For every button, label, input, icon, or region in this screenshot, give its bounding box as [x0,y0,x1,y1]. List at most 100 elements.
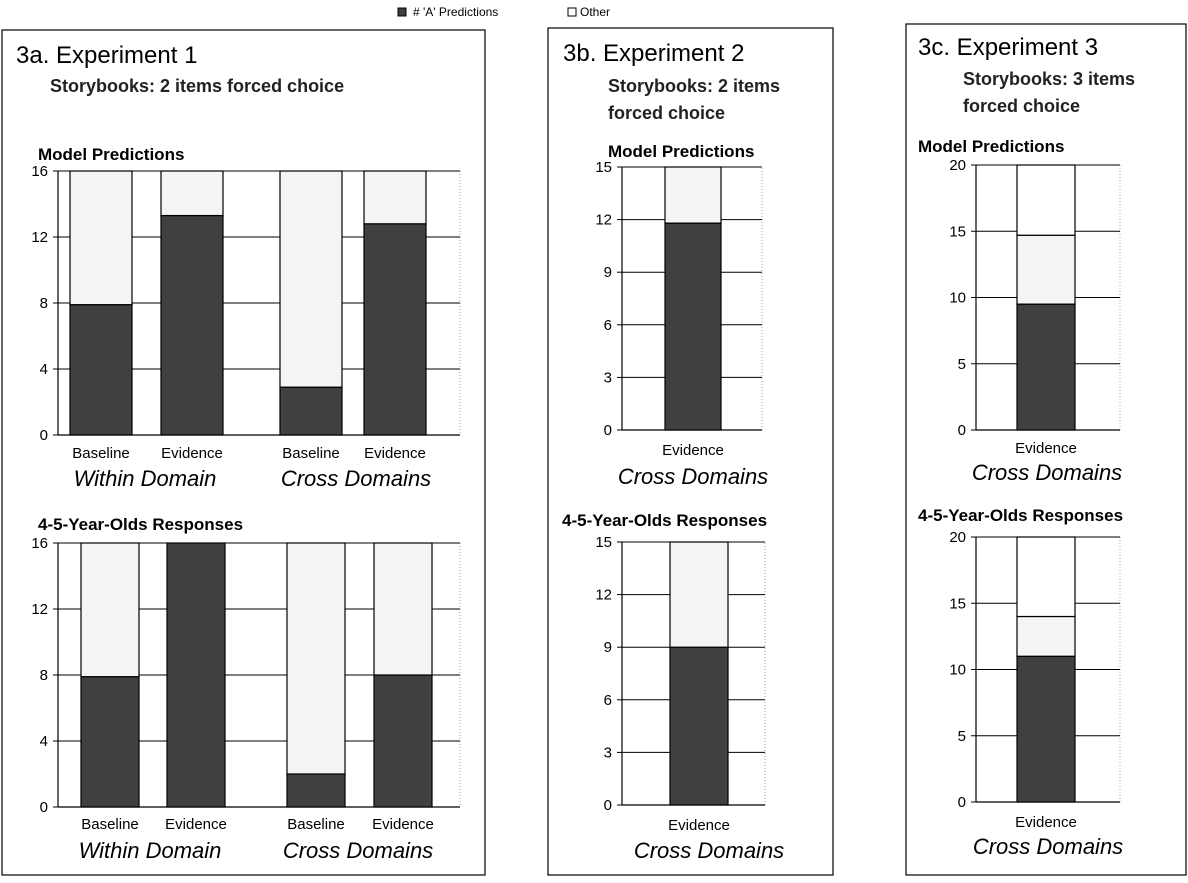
y-tick-label: 9 [604,264,612,281]
chart-title: 4-5-Year-Olds Responses [562,511,767,530]
chart-3: Model Predictions 0 3 6 9 12 15 Evidence Cross D… [595,142,768,489]
bar-segment-a-predictions [373,674,433,808]
y-tick-label: 10 [949,662,966,679]
bar-segment-other [279,170,343,388]
x-group-label: Within Domain [79,838,222,863]
y-tick-label: 15 [595,534,612,551]
panel-subtitle-3b-line2: forced choice [608,103,725,123]
legend-label-a-predictions: # 'A' Predictions [413,5,498,19]
bar-segment-a-predictions [1016,303,1076,431]
y-tick-label: 0 [604,797,612,814]
y-tick-label: 0 [958,422,966,439]
x-category-label: Baseline [287,816,345,833]
x-category-label: Evidence [372,816,434,833]
bar-segment-other [160,170,224,217]
x-group-label: Cross Domains [281,466,431,491]
y-tick-label: 20 [949,529,966,546]
x-category-label: Evidence [161,445,223,462]
y-tick-label: 16 [31,535,48,552]
y-tick-label: 12 [31,229,48,246]
y-tick-label: 12 [595,212,612,229]
bar-segment-remainder [1016,536,1076,618]
bar-segment-a-predictions [1016,655,1076,803]
bar-segment-a-predictions [286,773,346,808]
y-tick-label: 3 [604,369,612,386]
y-tick-label: 9 [604,639,612,656]
y-tick-label: 8 [40,295,48,312]
legend-label-other: Other [580,5,610,19]
y-tick-label: 15 [595,159,612,176]
y-tick-label: 12 [31,601,48,618]
x-group-label: Cross Domains [972,460,1122,485]
y-tick-label: 15 [949,223,966,240]
y-tick-label: 0 [40,799,48,816]
bar-segment-other [363,170,427,225]
panel-subtitle-3a-line1: Storybooks: 2 items forced choice [50,76,344,96]
y-tick-label: 6 [604,317,612,334]
y-tick-label: 3 [604,744,612,761]
x-category-label: Evidence [364,445,426,462]
bar-segment-a-predictions [166,542,226,808]
y-tick-label: 20 [949,157,966,174]
charts-layer: Model Predictions 0 4 8 12 16 Baseline Evidence… [31,137,1123,863]
panel-frame-3a [1,29,486,876]
bar-segment-other [286,542,346,775]
y-tick-label: 5 [958,356,966,373]
chart-title: 4-5-Year-Olds Responses [38,515,243,534]
bar-segment-other [664,166,722,224]
panel-frame-3c [905,23,1187,876]
legend: # 'A' Predictions Other [397,5,610,19]
bar-segment-other [1016,234,1076,305]
bar-segment-a-predictions [669,646,729,806]
x-category-label: Evidence [165,816,227,833]
x-category-label: Evidence [1015,440,1077,457]
y-tick-label: 4 [40,361,48,378]
chart-1: Model Predictions 0 4 8 12 16 Baseline Evidence… [31,145,461,491]
x-category-label: Baseline [282,445,340,462]
chart-2: 4-5-Year-Olds Responses 0 4 8 12 16 Baseline Ev… [31,515,461,863]
chart-4: 4-5-Year-Olds Responses 0 3 6 9 12 15 Evidence C… [562,511,784,863]
y-tick-label: 10 [949,290,966,307]
panel-heading-3b: 3b. Experiment 2 [563,40,744,67]
chart-5: Model Predictions 0 5 10 15 20 Evidence Cross D… [918,137,1122,485]
bar-segment-remainder [1016,164,1076,236]
x-category-label: Evidence [668,817,730,834]
y-tick-label: 0 [40,427,48,444]
x-category-label: Evidence [1015,814,1077,831]
y-tick-label: 5 [958,728,966,745]
x-category-label: Evidence [662,442,724,459]
panel-frame-3b [547,27,834,876]
chart-title: 4-5-Year-Olds Responses [918,506,1123,525]
panel-subtitle-3c-line2: forced choice [963,96,1080,116]
bar-segment-a-predictions [80,676,140,808]
y-tick-label: 6 [604,692,612,709]
bar-segment-a-predictions [664,222,722,431]
panel-heading-3a: 3a. Experiment 1 [16,42,197,69]
panel-subtitle-3c-line1: Storybooks: 3 items [963,69,1135,89]
bar-segment-other [669,541,729,648]
bar-segment-a-predictions [160,214,224,436]
chart-title: Model Predictions [608,142,754,161]
y-tick-label: 15 [949,595,966,612]
y-tick-label: 4 [40,733,48,750]
chart-title: Model Predictions [918,137,1064,156]
chart-title: Model Predictions [38,145,184,164]
legend-swatch-other [567,7,577,17]
y-tick-label: 16 [31,163,48,180]
x-group-label: Cross Domains [634,838,784,863]
x-group-label: Cross Domains [973,834,1123,859]
y-tick-label: 0 [958,794,966,811]
y-tick-label: 0 [604,422,612,439]
x-group-label: Cross Domains [618,464,768,489]
panel-heading-3c: 3c. Experiment 3 [918,34,1098,61]
bar-segment-other [80,542,140,678]
bar-segment-other [69,170,133,306]
bar-segment-a-predictions [363,223,427,436]
y-tick-label: 8 [40,667,48,684]
chart-6: 4-5-Year-Olds Responses 0 5 10 15 20 Evidence C… [918,506,1123,859]
x-group-label: Cross Domains [283,838,433,863]
x-category-label: Baseline [81,816,139,833]
y-tick-label: 12 [595,587,612,604]
x-group-label: Within Domain [74,466,217,491]
